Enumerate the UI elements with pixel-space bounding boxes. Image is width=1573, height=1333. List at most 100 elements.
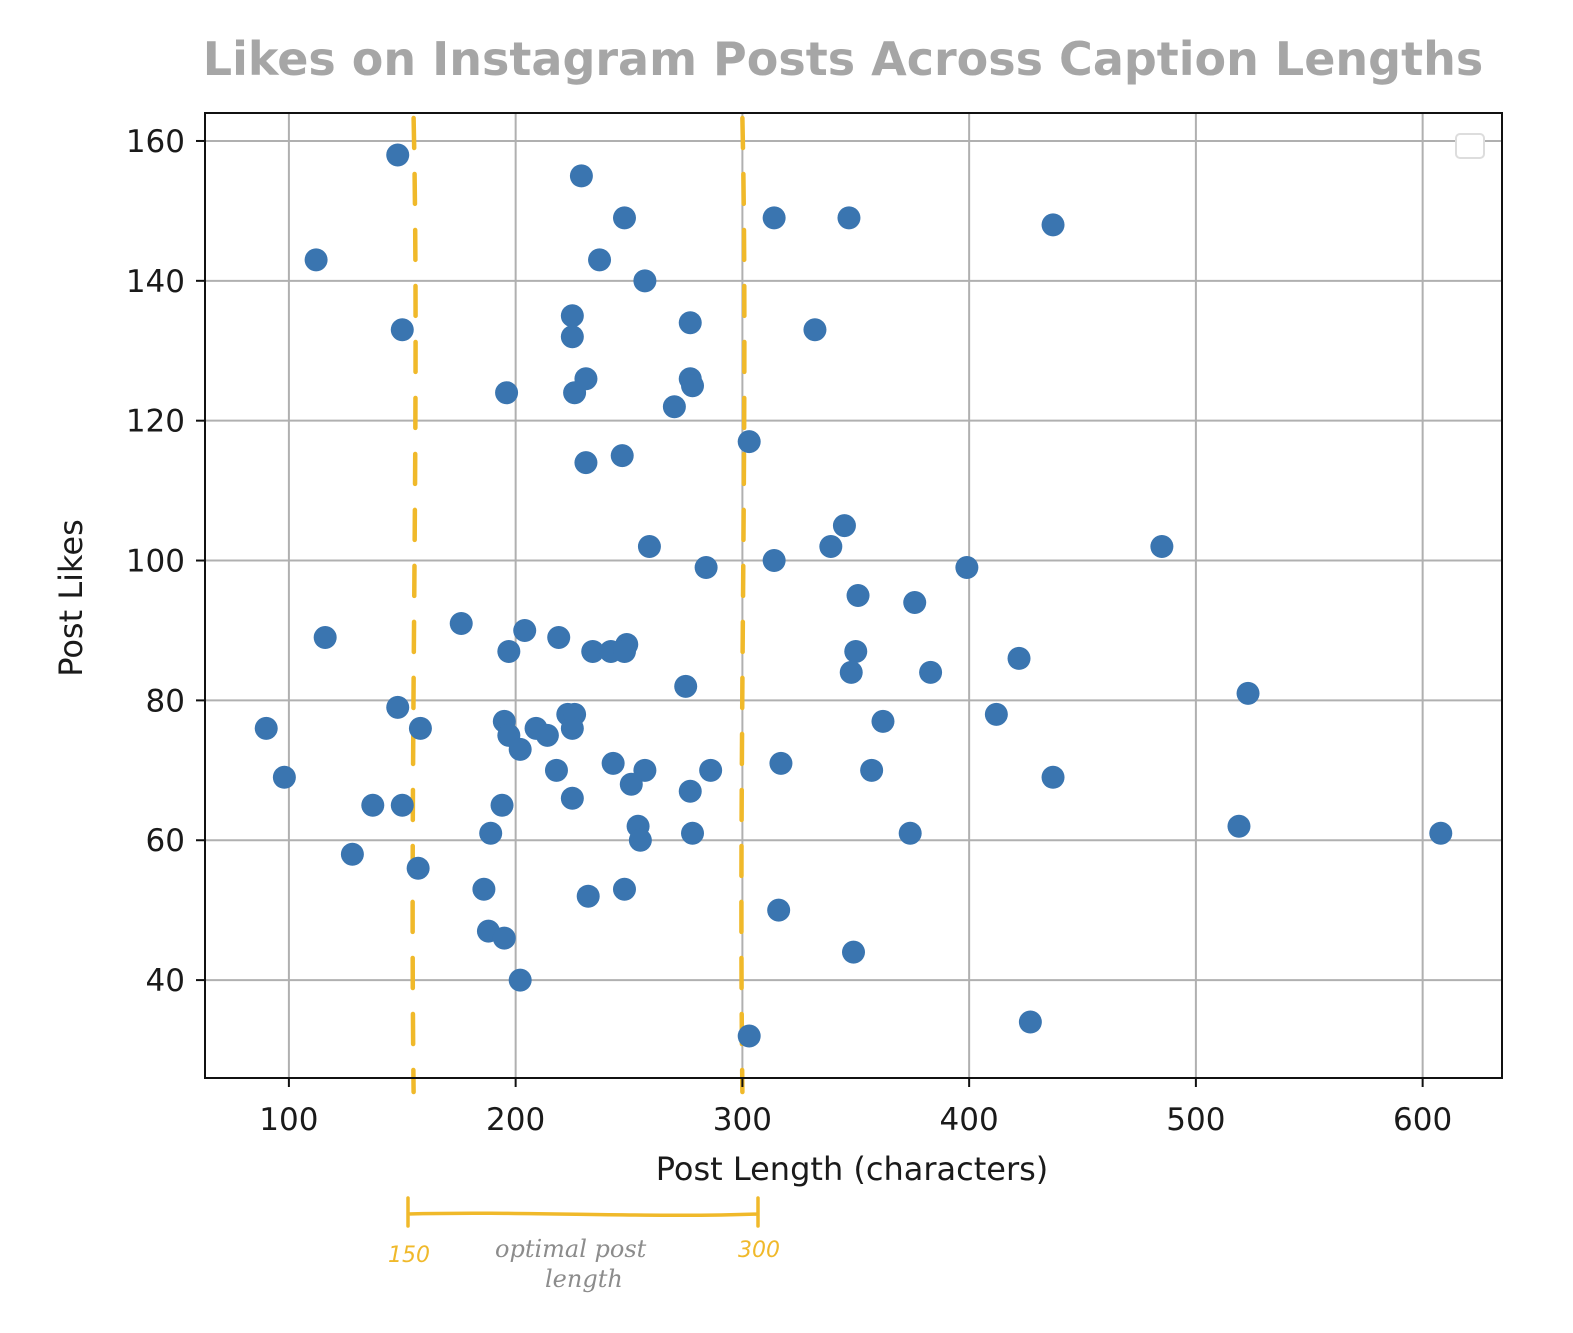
scatter-point: [408, 716, 432, 740]
scatter-point: [674, 674, 698, 698]
scatter-point: [1041, 765, 1065, 789]
scatter-point: [1150, 535, 1174, 559]
scatter-point: [610, 444, 634, 468]
range-start-label: 150: [388, 1243, 430, 1268]
scatter-point: [560, 786, 584, 810]
y-axis-ticks: 40 60 80 100 120 140 160: [126, 124, 205, 999]
scatter-point: [386, 143, 410, 167]
scatter-point: [560, 325, 584, 349]
scatter-point: [508, 737, 532, 761]
scatter-point: [313, 625, 337, 649]
empty-legend-box: [1455, 133, 1485, 159]
scatter-point: [386, 695, 410, 719]
scatter-point: [898, 821, 922, 845]
scatter-point: [576, 884, 600, 908]
scatter-point: [839, 660, 863, 684]
scatter-point: [513, 618, 537, 642]
scatter-point: [569, 164, 593, 188]
scatter-point: [497, 639, 521, 663]
range-bracket-stroke: [406, 1196, 760, 1228]
scatter-point: [1227, 814, 1251, 838]
scatter-point: [574, 451, 598, 475]
scatter-point: [860, 758, 884, 782]
scatter-point: [628, 828, 652, 852]
scatter-point: [842, 940, 865, 964]
y-tick-label: 100: [126, 544, 185, 580]
scatter-point: [619, 772, 643, 796]
scatter-point: [844, 639, 868, 663]
y-tick-label: 80: [146, 683, 185, 719]
y-axis-label: Post Likes: [52, 519, 90, 677]
x-tick-label: 100: [259, 1102, 318, 1138]
scatter-point: [1041, 213, 1065, 237]
optimal-range-lines: [410, 115, 747, 1095]
scatter-point: [490, 793, 514, 817]
scatter-point: [678, 779, 702, 803]
scatter-point: [762, 549, 786, 573]
range-note-line1: optimal post: [495, 1235, 647, 1263]
scatter-point: [681, 374, 705, 398]
scatter-point: [612, 206, 636, 230]
scatter-point: [492, 926, 516, 950]
scatter-point: [662, 395, 686, 419]
scatter-point: [919, 660, 943, 684]
scatter-point: [767, 898, 791, 922]
scatter-point: [681, 821, 705, 845]
scatter-point: [955, 556, 979, 580]
scatter-point: [903, 590, 927, 614]
scatter-point: [837, 206, 861, 230]
data-points: [254, 143, 1453, 1048]
scatter-point: [254, 716, 278, 740]
range-note-line2: length: [545, 1265, 623, 1293]
scatter-point: [535, 723, 559, 747]
scatter-point: [588, 248, 612, 272]
scatter-point: [560, 304, 584, 328]
scatter-point: [547, 625, 571, 649]
x-axis-label: Post Length (characters): [656, 1150, 1049, 1188]
plot-area-frame: [204, 112, 1503, 1079]
x-axis-ticks: 100 200 300 400 500 600: [259, 1078, 1452, 1138]
scatter-point: [1236, 681, 1260, 705]
range-end-label: 300: [738, 1238, 780, 1263]
scatter-point: [304, 248, 328, 272]
scatter-point: [544, 758, 568, 782]
scatter-point: [633, 269, 657, 293]
scatter-point: [803, 318, 827, 342]
y-tick-label: 160: [126, 124, 185, 160]
y-tick-label: 60: [146, 823, 185, 859]
x-tick-label: 300: [713, 1102, 772, 1138]
scatter-point: [1429, 821, 1453, 845]
scatter-point: [508, 968, 532, 992]
scatter-point: [449, 611, 473, 635]
y-tick-label: 40: [146, 963, 185, 999]
scatter-point: [479, 821, 503, 845]
scatter-point: [406, 856, 430, 880]
scatter-point: [737, 430, 761, 454]
x-tick-label: 400: [940, 1102, 999, 1138]
scatter-point: [1007, 646, 1031, 670]
scatter-point: [601, 751, 625, 775]
scatter-point: [1018, 1010, 1042, 1034]
y-tick-label: 140: [126, 264, 185, 300]
scatter-point: [563, 381, 587, 405]
chart-title: Likes on Instagram Posts Across Caption …: [203, 32, 1483, 86]
scatter-point: [678, 311, 702, 335]
scatter-point: [495, 381, 519, 405]
grid-lines: [205, 113, 1502, 1078]
scatter-point: [737, 1024, 761, 1048]
x-tick-label: 500: [1166, 1102, 1225, 1138]
scatter-point: [699, 758, 723, 782]
scatter-point: [272, 765, 296, 789]
scatter-point: [819, 535, 843, 559]
scatter-point: [871, 709, 895, 733]
scatter-point: [340, 842, 364, 866]
scatter-point: [637, 535, 661, 559]
y-tick-label: 120: [126, 404, 185, 440]
optimal-range-bracket: 150 300 optimal post length: [388, 1196, 780, 1293]
scatter-point: [390, 318, 414, 342]
scatter-point: [769, 751, 793, 775]
x-tick-label: 600: [1393, 1102, 1452, 1138]
optimal-range-dashed-line: [410, 115, 418, 1095]
scatter-point: [694, 556, 718, 580]
